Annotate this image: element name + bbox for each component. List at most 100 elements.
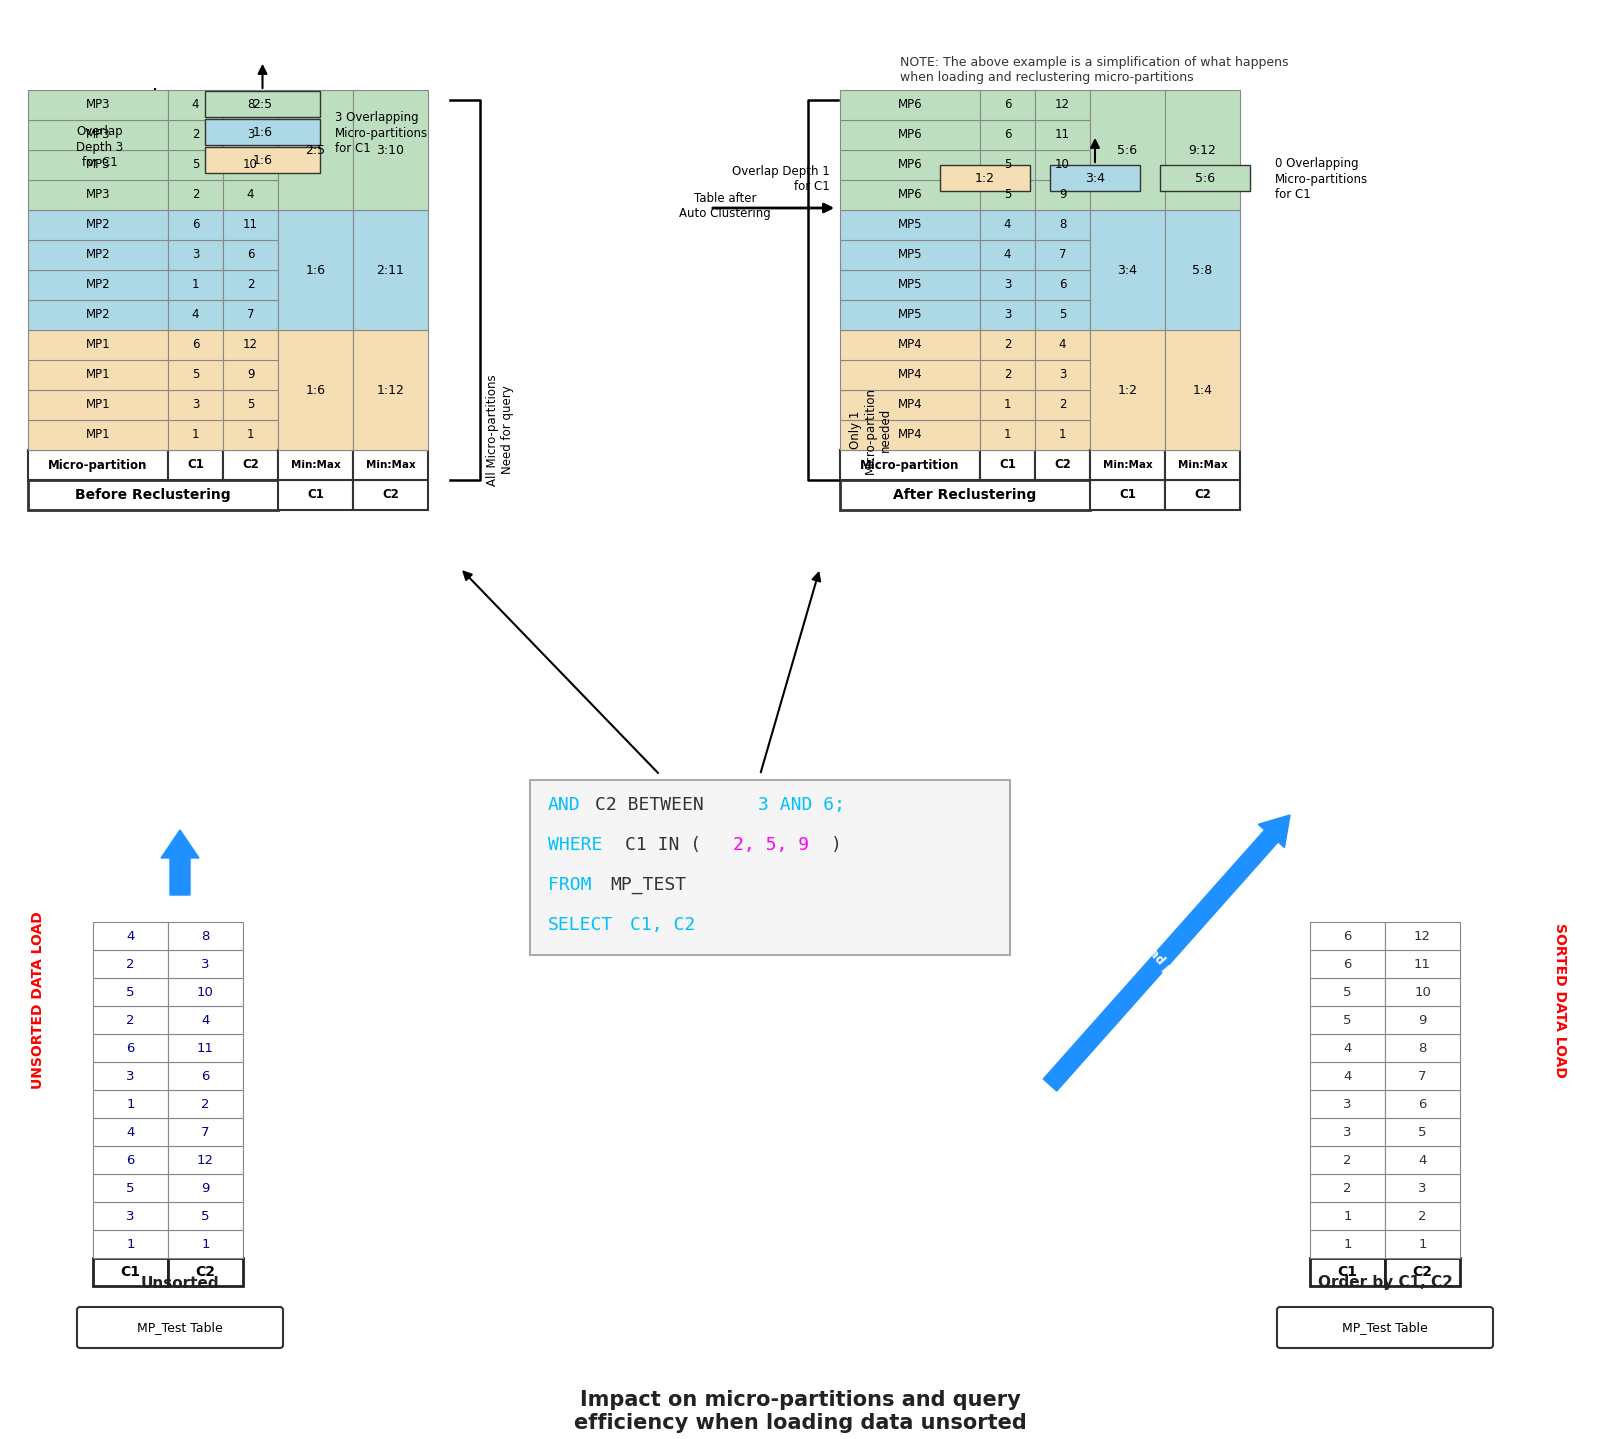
Text: MP6: MP6 xyxy=(898,189,922,201)
Text: 2: 2 xyxy=(1344,1181,1352,1194)
Text: C1: C1 xyxy=(1338,1265,1357,1279)
Bar xyxy=(1386,1118,1459,1145)
Bar xyxy=(1386,922,1459,950)
Text: 5: 5 xyxy=(1003,158,1011,171)
Text: 9:12: 9:12 xyxy=(1189,144,1216,157)
Text: Option to load pre-sorted: Option to load pre-sorted xyxy=(1094,888,1216,1022)
Bar xyxy=(93,1145,168,1174)
Text: 2:11: 2:11 xyxy=(376,263,405,276)
Text: 9: 9 xyxy=(1418,1013,1427,1026)
Text: WHERE: WHERE xyxy=(547,836,602,853)
Text: 1: 1 xyxy=(1059,429,1066,442)
Bar xyxy=(1386,1202,1459,1230)
Bar xyxy=(979,180,1035,210)
Text: Micro-partition: Micro-partition xyxy=(861,459,960,472)
Bar xyxy=(979,330,1035,360)
Text: Load: Load xyxy=(205,856,238,869)
Text: C2: C2 xyxy=(1054,459,1070,472)
Text: 1: 1 xyxy=(202,1238,210,1250)
Bar xyxy=(979,360,1035,390)
Text: 4: 4 xyxy=(126,930,134,943)
Bar xyxy=(1035,119,1090,150)
Text: 3: 3 xyxy=(202,957,210,970)
Bar xyxy=(222,330,278,360)
Text: MP5: MP5 xyxy=(898,308,922,321)
Bar xyxy=(29,180,168,210)
Text: 2, 5, 9: 2, 5, 9 xyxy=(733,836,810,853)
Text: Min:Max: Min:Max xyxy=(291,460,341,471)
Text: 2: 2 xyxy=(1059,399,1066,412)
Bar xyxy=(222,390,278,420)
Text: 6: 6 xyxy=(1059,279,1066,292)
Bar xyxy=(168,450,222,481)
Text: MP1: MP1 xyxy=(86,368,110,381)
Text: 9: 9 xyxy=(246,368,254,381)
Text: 4: 4 xyxy=(192,308,200,321)
Text: 2:5: 2:5 xyxy=(253,98,272,111)
Text: MP1: MP1 xyxy=(86,338,110,351)
Text: Impact on micro-partitions and query
efficiency when loading data unsorted: Impact on micro-partitions and query eff… xyxy=(574,1390,1026,1433)
Text: MP3: MP3 xyxy=(86,98,110,111)
Bar xyxy=(979,150,1035,180)
Bar xyxy=(1090,481,1165,509)
Bar xyxy=(222,271,278,299)
Text: 3: 3 xyxy=(1003,279,1011,292)
Text: 2: 2 xyxy=(1003,368,1011,381)
Bar xyxy=(1090,210,1165,330)
Text: All Micro-partitions
Need for query: All Micro-partitions Need for query xyxy=(486,374,514,486)
Bar xyxy=(222,360,278,390)
Bar xyxy=(979,271,1035,299)
Text: MP5: MP5 xyxy=(898,219,922,232)
Text: 4: 4 xyxy=(1059,338,1066,351)
Text: 7: 7 xyxy=(202,1125,210,1138)
Bar xyxy=(222,119,278,150)
Text: C2: C2 xyxy=(1413,1265,1432,1279)
Bar xyxy=(1310,1006,1386,1035)
Text: MP3: MP3 xyxy=(86,158,110,171)
Text: 6: 6 xyxy=(246,249,254,262)
Text: 1: 1 xyxy=(1003,429,1011,442)
Bar xyxy=(29,330,168,360)
Text: SELECT: SELECT xyxy=(547,917,613,934)
Bar xyxy=(1310,1230,1386,1258)
Bar xyxy=(93,1006,168,1035)
Text: MP6: MP6 xyxy=(898,128,922,141)
Bar xyxy=(93,1118,168,1145)
Text: Before Reclustering: Before Reclustering xyxy=(75,488,230,502)
Text: MP3: MP3 xyxy=(86,128,110,141)
Bar xyxy=(840,119,979,150)
Bar xyxy=(222,91,278,119)
Text: 3: 3 xyxy=(1418,1181,1427,1194)
Text: 10: 10 xyxy=(243,158,258,171)
Text: FROM: FROM xyxy=(547,876,592,894)
Bar xyxy=(168,1230,243,1258)
Text: 4: 4 xyxy=(246,189,254,201)
Bar xyxy=(222,150,278,180)
Bar xyxy=(93,979,168,1006)
Bar xyxy=(1035,271,1090,299)
Text: 11: 11 xyxy=(243,219,258,232)
Text: 6: 6 xyxy=(1003,128,1011,141)
Text: 10: 10 xyxy=(197,986,214,999)
Text: 3 Overlapping
Micro-partitions
for C1: 3 Overlapping Micro-partitions for C1 xyxy=(334,111,429,154)
Text: ): ) xyxy=(830,836,842,853)
Bar xyxy=(1035,360,1090,390)
Text: 12: 12 xyxy=(243,338,258,351)
Bar xyxy=(1035,450,1090,481)
Bar xyxy=(93,1202,168,1230)
Text: 3: 3 xyxy=(1003,308,1011,321)
Bar xyxy=(354,330,429,450)
Text: 3: 3 xyxy=(192,249,198,262)
Text: 6: 6 xyxy=(126,1042,134,1055)
Bar xyxy=(168,1035,243,1062)
Bar xyxy=(29,481,278,509)
Bar xyxy=(1050,165,1139,191)
Bar xyxy=(222,420,278,450)
Bar xyxy=(29,390,168,420)
Bar xyxy=(840,360,979,390)
Bar xyxy=(1310,1145,1386,1174)
Text: Order by C1, C2: Order by C1, C2 xyxy=(1317,1275,1453,1291)
Text: 2: 2 xyxy=(192,128,200,141)
Text: 6: 6 xyxy=(192,338,200,351)
Text: 3:4: 3:4 xyxy=(1085,171,1106,184)
